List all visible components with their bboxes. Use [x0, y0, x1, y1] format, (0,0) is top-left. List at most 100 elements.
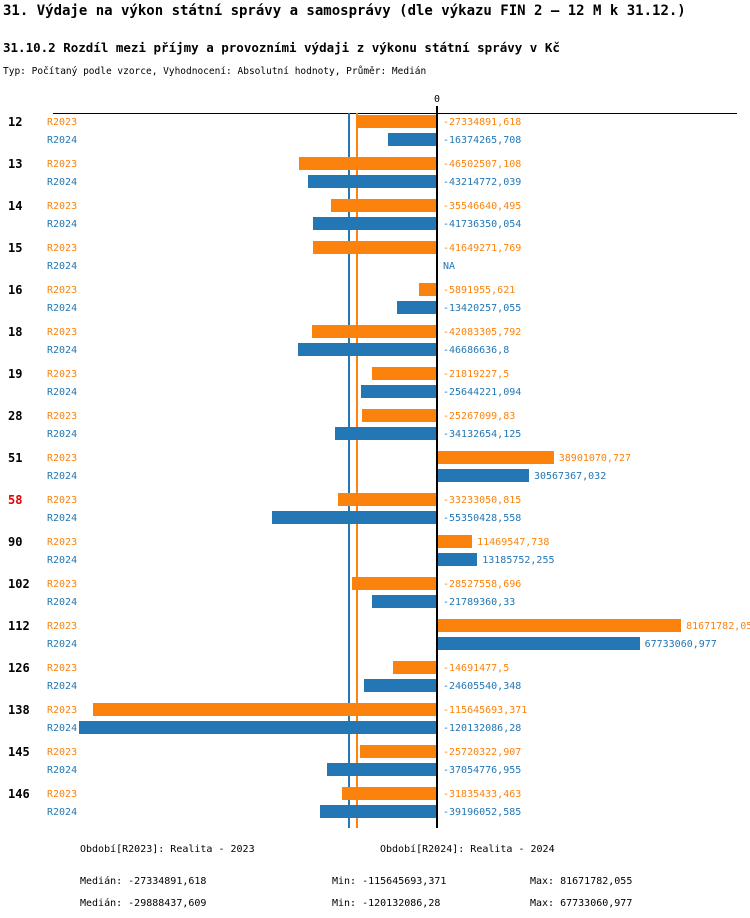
- bar-r2023-19: [372, 367, 437, 380]
- series-label-r2023: R2023: [47, 159, 78, 170]
- value-label-r2023-28: -25267099,83: [443, 411, 516, 422]
- series-label-r2023: R2023: [47, 243, 78, 254]
- value-label-r2024-90: 13185752,255: [482, 555, 555, 566]
- bar-r2024-18: [298, 343, 437, 356]
- value-label-r2023-90: 11469547,738: [477, 537, 550, 548]
- series-label-r2024: R2024: [47, 177, 78, 188]
- stat-max-r2024: Max: 67733060,977: [530, 898, 633, 909]
- value-label-r2024-138: -120132086,28: [443, 723, 522, 734]
- series-label-r2023: R2023: [47, 411, 78, 422]
- category-label: 138: [8, 703, 30, 717]
- bar-r2024-145: [326, 763, 437, 776]
- category-label: 14: [8, 199, 23, 213]
- value-label-r2024-16: -13420257,055: [443, 303, 522, 314]
- value-label-r2023-15: -41649271,769: [443, 243, 522, 254]
- series-label-r2023: R2023: [47, 621, 78, 632]
- value-label-r2023-126: -14691477,5: [443, 663, 510, 674]
- series-label-r2023: R2023: [47, 579, 78, 590]
- legend-r2024: Období[R2024]: Realita - 2024: [380, 844, 555, 855]
- category-label: 18: [8, 325, 23, 339]
- bar-r2023-28: [361, 409, 437, 422]
- bar-r2024-14: [312, 217, 437, 230]
- series-label-r2023: R2023: [47, 369, 78, 380]
- bar-r2024-51: [438, 469, 529, 482]
- bar-r2024-138: [79, 721, 437, 734]
- series-label-r2024: R2024: [47, 429, 78, 440]
- category-label: 15: [8, 241, 23, 255]
- value-label-r2023-19: -21819227,5: [443, 369, 510, 380]
- value-label-r2024-126: -24605540,348: [443, 681, 522, 692]
- value-label-r2024-146: -39196052,585: [443, 807, 522, 818]
- category-label: 12: [8, 115, 23, 129]
- bar-r2024-12: [388, 133, 437, 146]
- series-label-r2024: R2024: [47, 555, 78, 566]
- series-label-r2024: R2024: [47, 345, 78, 356]
- legend-r2023: Období[R2023]: Realita - 2023: [80, 844, 255, 855]
- series-label-r2024: R2024: [47, 219, 78, 230]
- stat-median-r2024: Medián: -29888437,609: [80, 898, 207, 909]
- zero-axis-line: [436, 113, 438, 828]
- value-label-r2024-102: -21789360,33: [443, 597, 516, 608]
- bar-r2023-18: [311, 325, 437, 338]
- value-label-r2023-16: -5891955,621: [443, 285, 516, 296]
- category-label: 13: [8, 157, 23, 171]
- value-label-r2024-13: -43214772,039: [443, 177, 522, 188]
- series-label-r2024: R2024: [47, 807, 78, 818]
- bar-r2023-15: [313, 241, 437, 254]
- series-label-r2024: R2024: [47, 471, 78, 482]
- bar-r2023-138: [92, 703, 437, 716]
- bar-r2024-102: [372, 595, 437, 608]
- value-label-r2024-18: -46686636,8: [443, 345, 510, 356]
- category-label: 146: [8, 787, 30, 801]
- series-label-r2024: R2024: [47, 723, 78, 734]
- stat-min-r2024: Min: -120132086,28: [332, 898, 441, 909]
- series-label-r2023: R2023: [47, 705, 78, 716]
- category-label: 16: [8, 283, 23, 297]
- series-label-r2024: R2024: [47, 261, 78, 272]
- category-label: 58: [8, 493, 23, 507]
- bar-r2024-126: [363, 679, 437, 692]
- series-label-r2024: R2024: [47, 135, 78, 146]
- value-label-r2024-14: -41736350,054: [443, 219, 522, 230]
- median-line-r2023: [356, 113, 358, 828]
- zero-axis-label: 0: [433, 94, 441, 105]
- bar-r2023-102: [352, 577, 437, 590]
- category-label: 126: [8, 661, 30, 675]
- bar-r2023-13: [298, 157, 437, 170]
- bar-r2023-145: [360, 745, 437, 758]
- bar-r2024-13: [308, 175, 437, 188]
- series-label-r2023: R2023: [47, 663, 78, 674]
- series-label-r2024: R2024: [47, 387, 78, 398]
- series-label-r2023: R2023: [47, 285, 78, 296]
- bar-r2023-58: [338, 493, 437, 506]
- series-label-r2023: R2023: [47, 789, 78, 800]
- value-label-r2024-19: -25644221,094: [443, 387, 522, 398]
- bar-r2024-146: [320, 805, 437, 818]
- series-label-r2024: R2024: [47, 681, 78, 692]
- series-label-r2024: R2024: [47, 597, 78, 608]
- series-label-r2023: R2023: [47, 117, 78, 128]
- category-label: 51: [8, 451, 23, 465]
- series-label-r2024: R2024: [47, 639, 78, 650]
- series-label-r2023: R2023: [47, 201, 78, 212]
- value-label-r2023-138: -115645693,371: [443, 705, 528, 716]
- bar-r2023-126: [393, 661, 437, 674]
- value-label-r2023-112: 81671782,05: [686, 621, 750, 632]
- bar-r2024-90: [438, 553, 478, 566]
- median-line-r2024: [348, 113, 350, 828]
- value-label-r2024-51: 30567367,032: [533, 471, 607, 482]
- value-label-r2023-12: -27334891,618: [443, 117, 522, 128]
- stat-min-r2023: Min: -115645693,371: [332, 876, 447, 887]
- bar-r2023-112: [438, 619, 682, 632]
- value-label-r2023-145: -25720322,907: [443, 747, 522, 758]
- value-label-r2024-12: -16374265,708: [443, 135, 522, 146]
- value-label-r2024-28: -34132654,125: [443, 429, 522, 440]
- top-axis-line: [53, 113, 737, 114]
- category-label: 102: [8, 577, 30, 591]
- bar-r2023-16: [419, 283, 437, 296]
- stat-max-r2023: Max: 81671782,055: [530, 876, 633, 887]
- value-label-r2023-14: -35546640,495: [443, 201, 522, 212]
- chart-type-meta: Typ: Počítaný podle vzorce, Vyhodnocení:…: [3, 66, 427, 77]
- series-label-r2023: R2023: [47, 453, 78, 464]
